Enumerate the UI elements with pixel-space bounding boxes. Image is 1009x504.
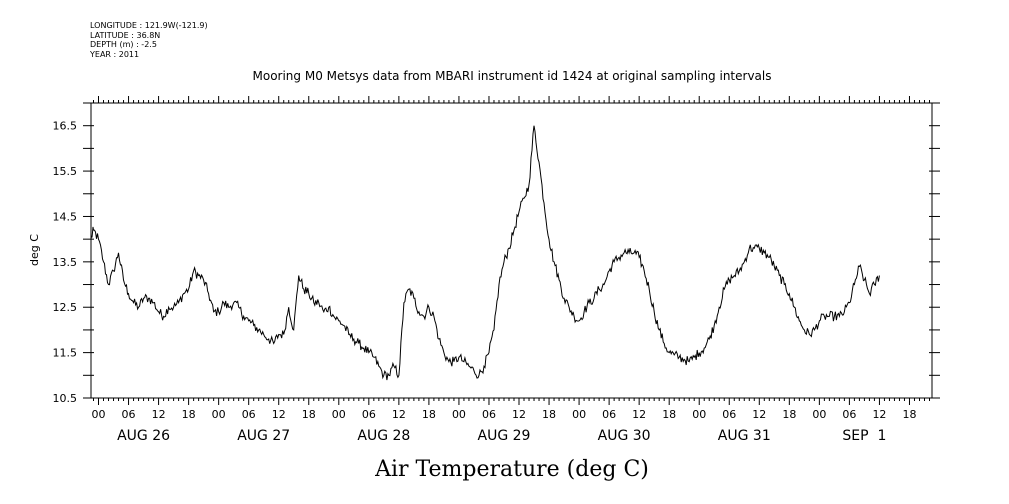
metadata-block: LONGITUDE : 121.9W(-121.9) LATITUDE : 36… xyxy=(90,21,208,59)
x-tick-label: 00 xyxy=(332,408,346,421)
chart-title: Mooring M0 Metsys data from MBARI instru… xyxy=(253,69,772,83)
x-tick-label: 06 xyxy=(242,408,256,421)
x-tick-label: 12 xyxy=(752,408,766,421)
x-tick-label: 12 xyxy=(392,408,406,421)
x-tick-label: 18 xyxy=(302,408,316,421)
latitude-text: LATITUDE : 36.8N xyxy=(90,30,161,40)
date-label: AUG 28 xyxy=(357,428,410,444)
x-tick-label: 18 xyxy=(782,408,796,421)
x-tick-label: 12 xyxy=(872,408,886,421)
longitude-text: LONGITUDE : 121.9W(-121.9) xyxy=(90,21,208,30)
y-tick-labels: 10.5 11.5 12.5 13.5 14.5 15.5 16.5 xyxy=(53,120,78,405)
year-text: YEAR : 2011 xyxy=(90,49,140,59)
date-label: AUG 29 xyxy=(478,428,531,444)
x-tick-label: 00 xyxy=(452,408,466,421)
x-tick-label: 18 xyxy=(662,408,676,421)
series-line-air-temperature xyxy=(90,125,880,381)
x-tick-label: 00 xyxy=(92,408,106,421)
depth-text: DEPTH (m) : -2.5 xyxy=(90,40,157,49)
date-labels: AUG 26 AUG 27 AUG 28 AUG 29 AUG 30 AUG 31 SEP … xyxy=(117,428,886,444)
x-tick-label: 06 xyxy=(602,408,616,421)
x-tick-label: 18 xyxy=(542,408,556,421)
x-tick-label: 06 xyxy=(122,408,136,421)
tick-group xyxy=(83,96,940,405)
x-tick-label: 00 xyxy=(812,408,826,421)
date-label: AUG 31 xyxy=(718,428,771,444)
x-tick-label: 18 xyxy=(902,408,916,421)
x-tick-label: 00 xyxy=(692,408,706,421)
y-tick-label: 15.5 xyxy=(53,165,78,178)
y-tick-label: 10.5 xyxy=(53,392,78,405)
y-axis-label: deg C xyxy=(28,234,41,266)
x-tick-label: 12 xyxy=(632,408,646,421)
x-tick-label: 18 xyxy=(422,408,436,421)
x-tick-label: 12 xyxy=(512,408,526,421)
x-tick-label: 12 xyxy=(272,408,286,421)
date-label: AUG 26 xyxy=(117,428,170,444)
x-tick-label: 06 xyxy=(482,408,496,421)
x-tick-label: 18 xyxy=(182,408,196,421)
date-label: AUG 27 xyxy=(237,428,290,444)
x-tick-labels: 00 06 12 18 00 06 12 18 00 06 12 18 00 06 12 18 00 06 12 18… xyxy=(92,408,917,421)
x-tick-label: 00 xyxy=(212,408,226,421)
x-tick-label: 06 xyxy=(722,408,736,421)
date-label: AUG 30 xyxy=(598,428,651,444)
x-tick-label: 06 xyxy=(362,408,376,421)
y-tick-label: 12.5 xyxy=(53,301,78,314)
x-axis-label: Air Temperature (deg C) xyxy=(374,457,649,482)
y-tick-label: 16.5 xyxy=(53,120,78,133)
y-tick-label: 13.5 xyxy=(53,256,78,269)
date-label: SEP 1 xyxy=(842,428,886,444)
x-tick-label: 00 xyxy=(572,408,586,421)
x-tick-label: 06 xyxy=(842,408,856,421)
y-tick-label: 11.5 xyxy=(53,347,78,360)
y-tick-label: 14.5 xyxy=(53,210,78,223)
plot-frame xyxy=(90,102,933,399)
x-tick-label: 12 xyxy=(152,408,166,421)
